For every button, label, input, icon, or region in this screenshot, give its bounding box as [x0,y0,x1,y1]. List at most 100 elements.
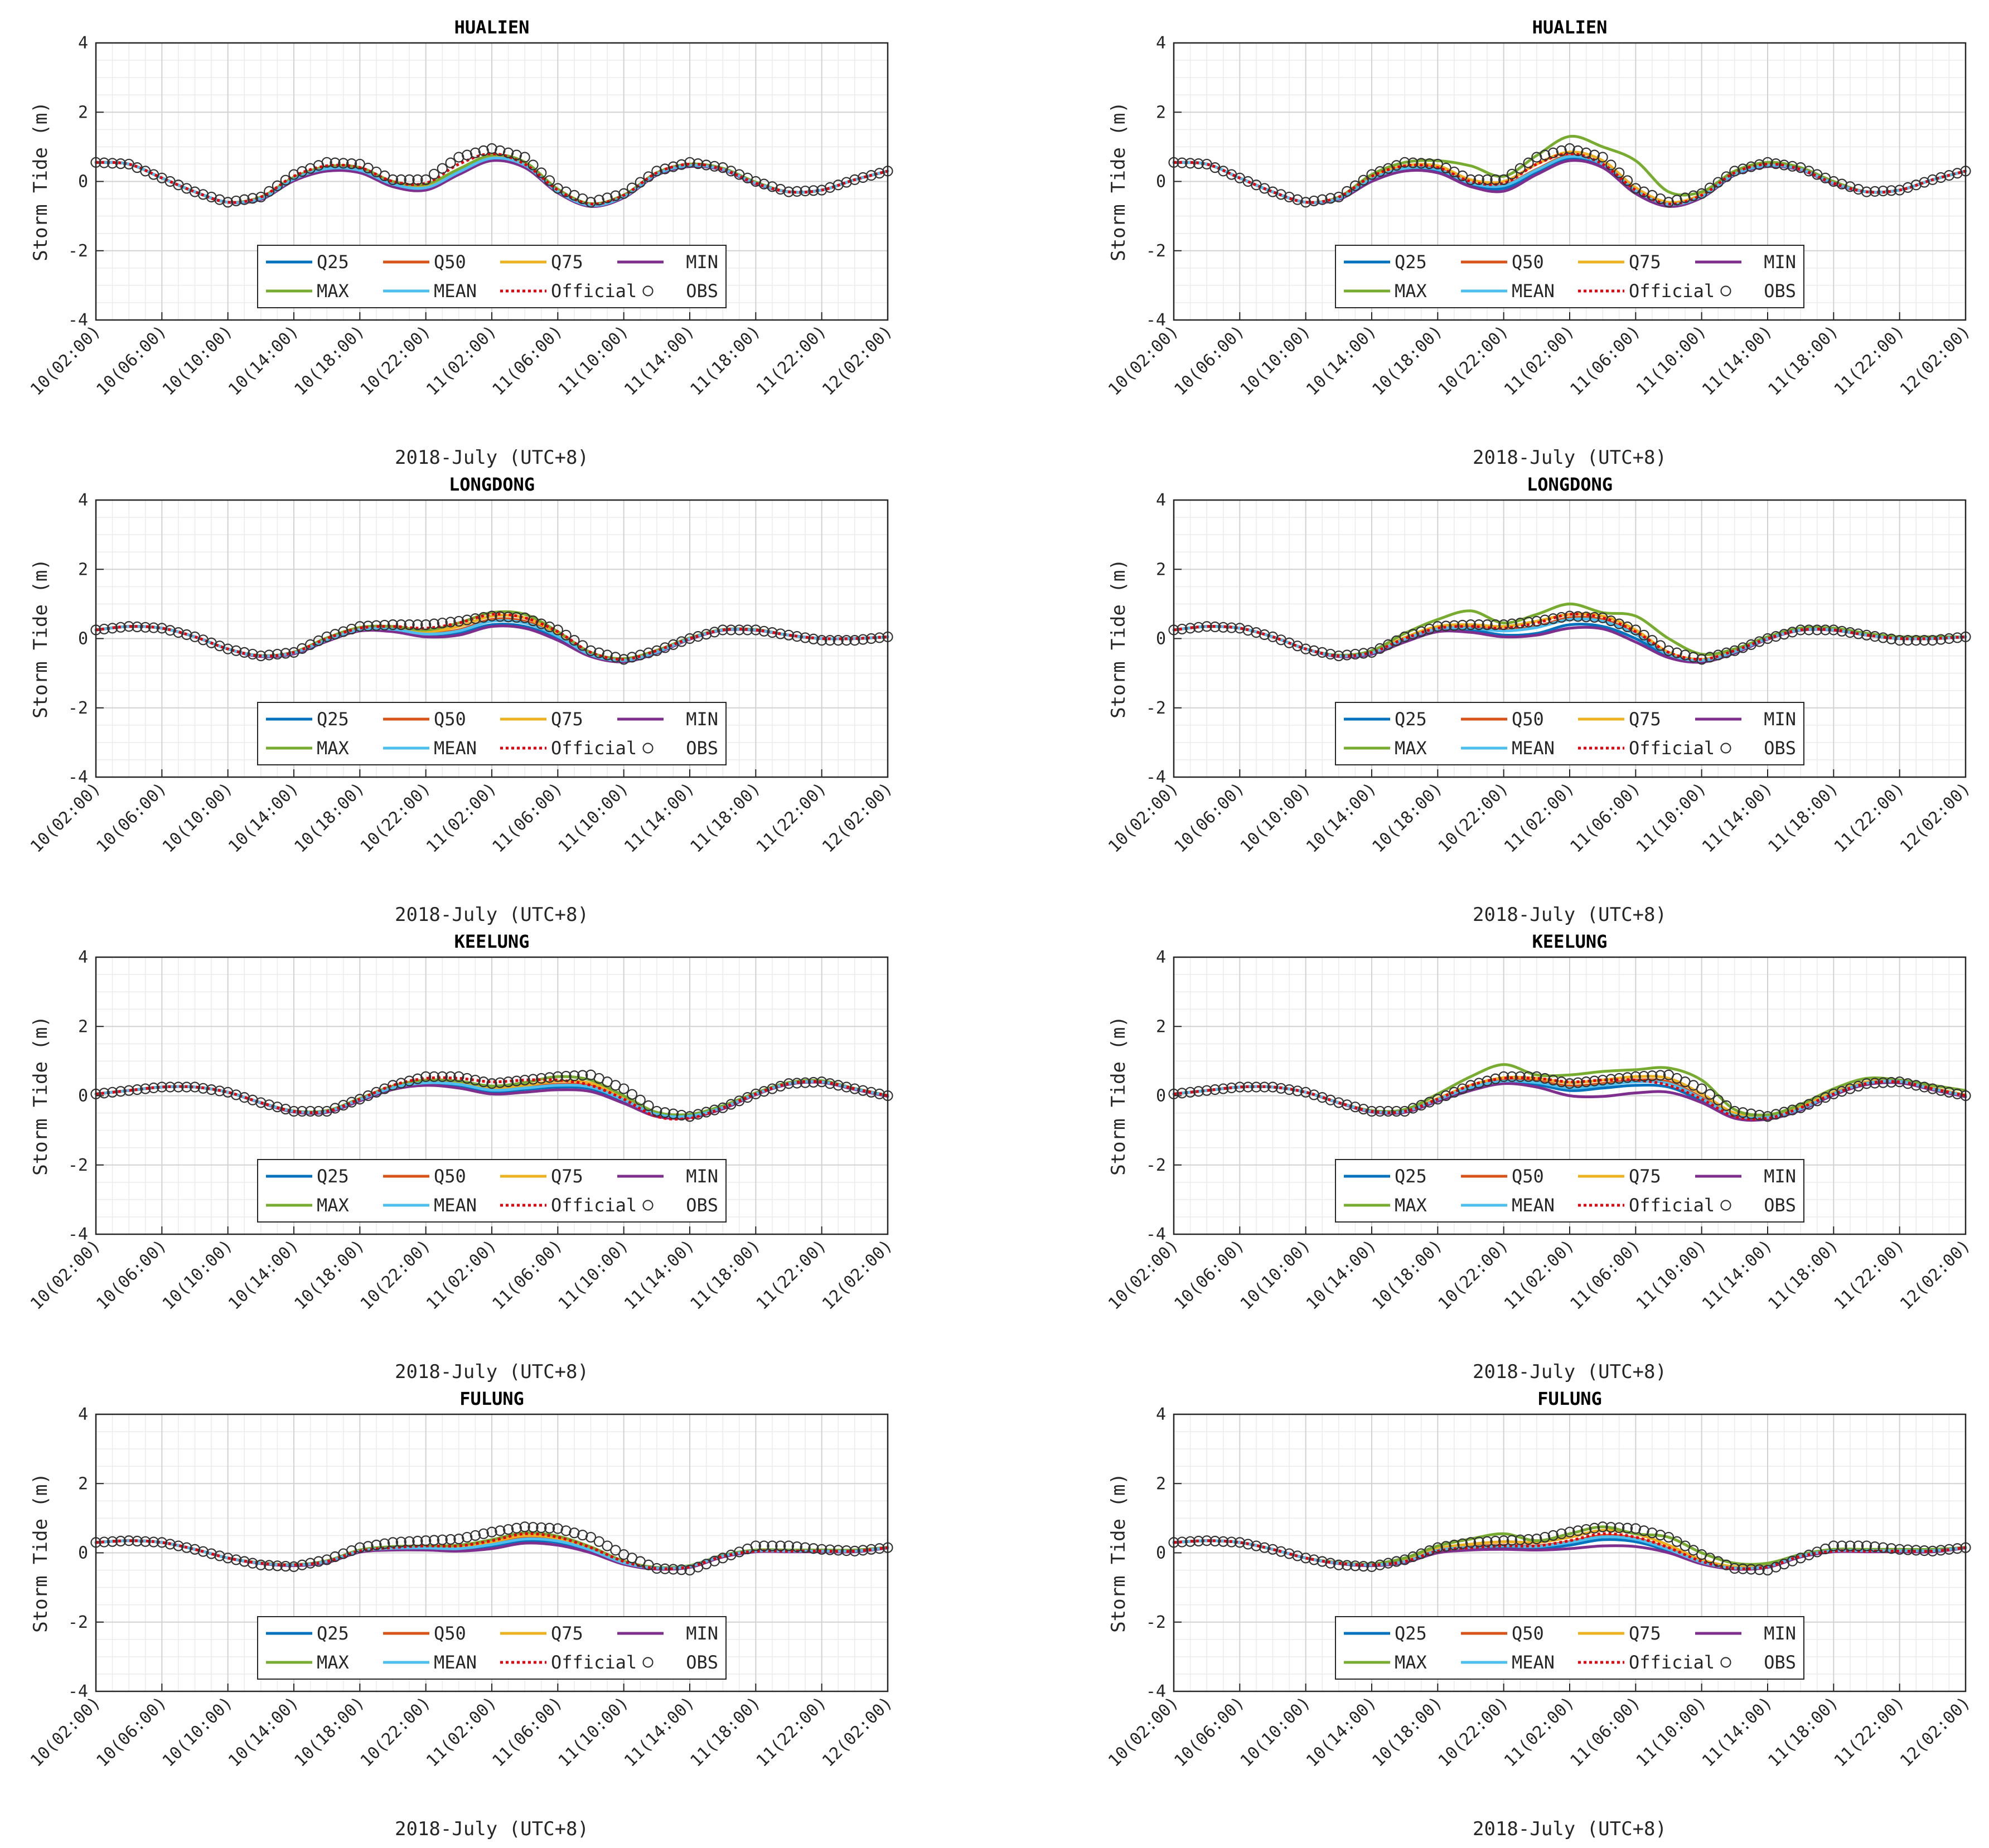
obs-marker [602,192,613,203]
obs-marker [156,1537,167,1548]
y-tick-label: -2 [1146,699,1166,718]
obs-marker [1630,1523,1641,1534]
obs-marker [511,1522,522,1534]
x-tick-label: 11(10:00) [555,779,633,857]
obs-marker [1869,186,1880,197]
obs-marker [247,1558,258,1569]
obs-marker [775,628,786,639]
obs-marker [528,159,539,171]
obs-marker [1242,1081,1254,1093]
x-tick-label: 10(18:00) [1368,322,1446,400]
obs-marker [495,1525,506,1536]
x-axis-label: 2018-July (UTC+8) [1473,904,1667,926]
obs-marker [618,1083,630,1094]
obs-marker [577,640,588,651]
obs-marker [181,629,192,641]
obs-marker [700,159,712,171]
obs-marker [107,1087,118,1098]
obs-marker [420,174,432,185]
obs-marker [610,190,621,201]
obs-marker [519,1521,530,1532]
obs-marker [1861,629,1872,641]
y-tick-label: 0 [78,1544,88,1563]
x-tick-label: 11(22:00) [1831,1693,1909,1771]
obs-marker [222,197,234,208]
obs-marker [107,623,118,634]
obs-marker [1358,1103,1369,1115]
obs-marker [478,145,489,156]
legend-label-min: MIN [686,1623,718,1644]
legend-box [257,1159,727,1223]
obs-marker [1919,1081,1930,1093]
obs-marker [610,1545,621,1556]
obs-marker [577,1530,588,1541]
obs-marker [1622,1522,1633,1534]
chart-title: HUALIEN [1532,17,1608,38]
obs-marker [1910,635,1922,646]
obs-marker [1193,622,1204,633]
x-tick-label: 10(14:00) [225,1236,303,1314]
obs-marker [1754,159,1765,170]
obs-marker [1580,147,1592,158]
obs-marker [865,170,877,181]
legend-label-q75: Q75 [1629,1166,1661,1187]
obs-marker [107,158,118,169]
obs-marker [1787,627,1798,638]
obs-marker [767,627,778,638]
obs-marker [626,652,638,663]
chart-panel-fulung-left: -4 -2 0 2 4 10(02:00)10(06:00)10(10:00)10(14:… [27,1388,897,1840]
obs-marker [1482,174,1493,185]
obs-marker [1572,1525,1584,1536]
obs-marker [1696,1083,1707,1094]
obs-marker [1490,619,1501,630]
obs-marker [197,1083,209,1094]
obs-marker [725,624,737,636]
y-tick-label: -4 [68,1225,88,1244]
obs-marker [1366,1561,1377,1572]
obs-marker [758,1540,770,1551]
y-axis-label: Storm Tide (m) [1107,1473,1130,1633]
x-tick-label: 10(02:00) [1105,1236,1183,1314]
obs-marker [1342,1099,1353,1110]
obs-marker [849,1083,860,1094]
obs-marker [1935,1085,1947,1096]
x-tick-label: 10(06:00) [1170,322,1248,400]
obs-marker [1927,1545,1938,1556]
obs-marker [1614,1522,1625,1534]
obs-marker [148,622,159,633]
obs-marker [1382,1105,1394,1117]
obs-marker [700,629,712,640]
obs-marker [1589,1075,1600,1087]
obs-marker [1630,1071,1641,1082]
obs-marker [222,1553,234,1564]
obs-marker [230,195,242,207]
obs-marker [404,1536,415,1547]
legend-marker-obs [642,1200,654,1211]
x-axis-label: 2018-July (UTC+8) [395,447,589,469]
obs-marker [585,197,597,208]
obs-marker [1333,1097,1344,1108]
obs-marker [1259,629,1270,641]
obs-marker [280,174,291,186]
obs-marker [1647,1070,1658,1081]
obs-marker [214,1085,225,1097]
obs-marker [502,147,514,158]
obs-marker [1465,619,1477,630]
series-line-official [95,613,888,661]
x-tick-label: 11(22:00) [753,1693,831,1771]
x-tick-label: 10(02:00) [1105,779,1183,857]
obs-marker [858,1545,869,1556]
x-tick-label: 10(22:00) [1435,322,1513,400]
x-tick-label: 10(14:00) [1303,1693,1381,1771]
legend-label-max: MAX [317,1652,349,1673]
legend-label-min: MIN [686,251,718,273]
obs-marker [552,624,563,636]
obs-marker [148,1082,159,1094]
legend: Q25 Q50 Q75 MIN MAX MEAN Official OBS [257,702,727,765]
obs-marker [1540,1073,1551,1084]
y-tick-label: 0 [78,172,88,192]
obs-marker [1754,1564,1765,1575]
obs-marker [833,1545,844,1556]
legend-label-max: MAX [317,1195,349,1216]
